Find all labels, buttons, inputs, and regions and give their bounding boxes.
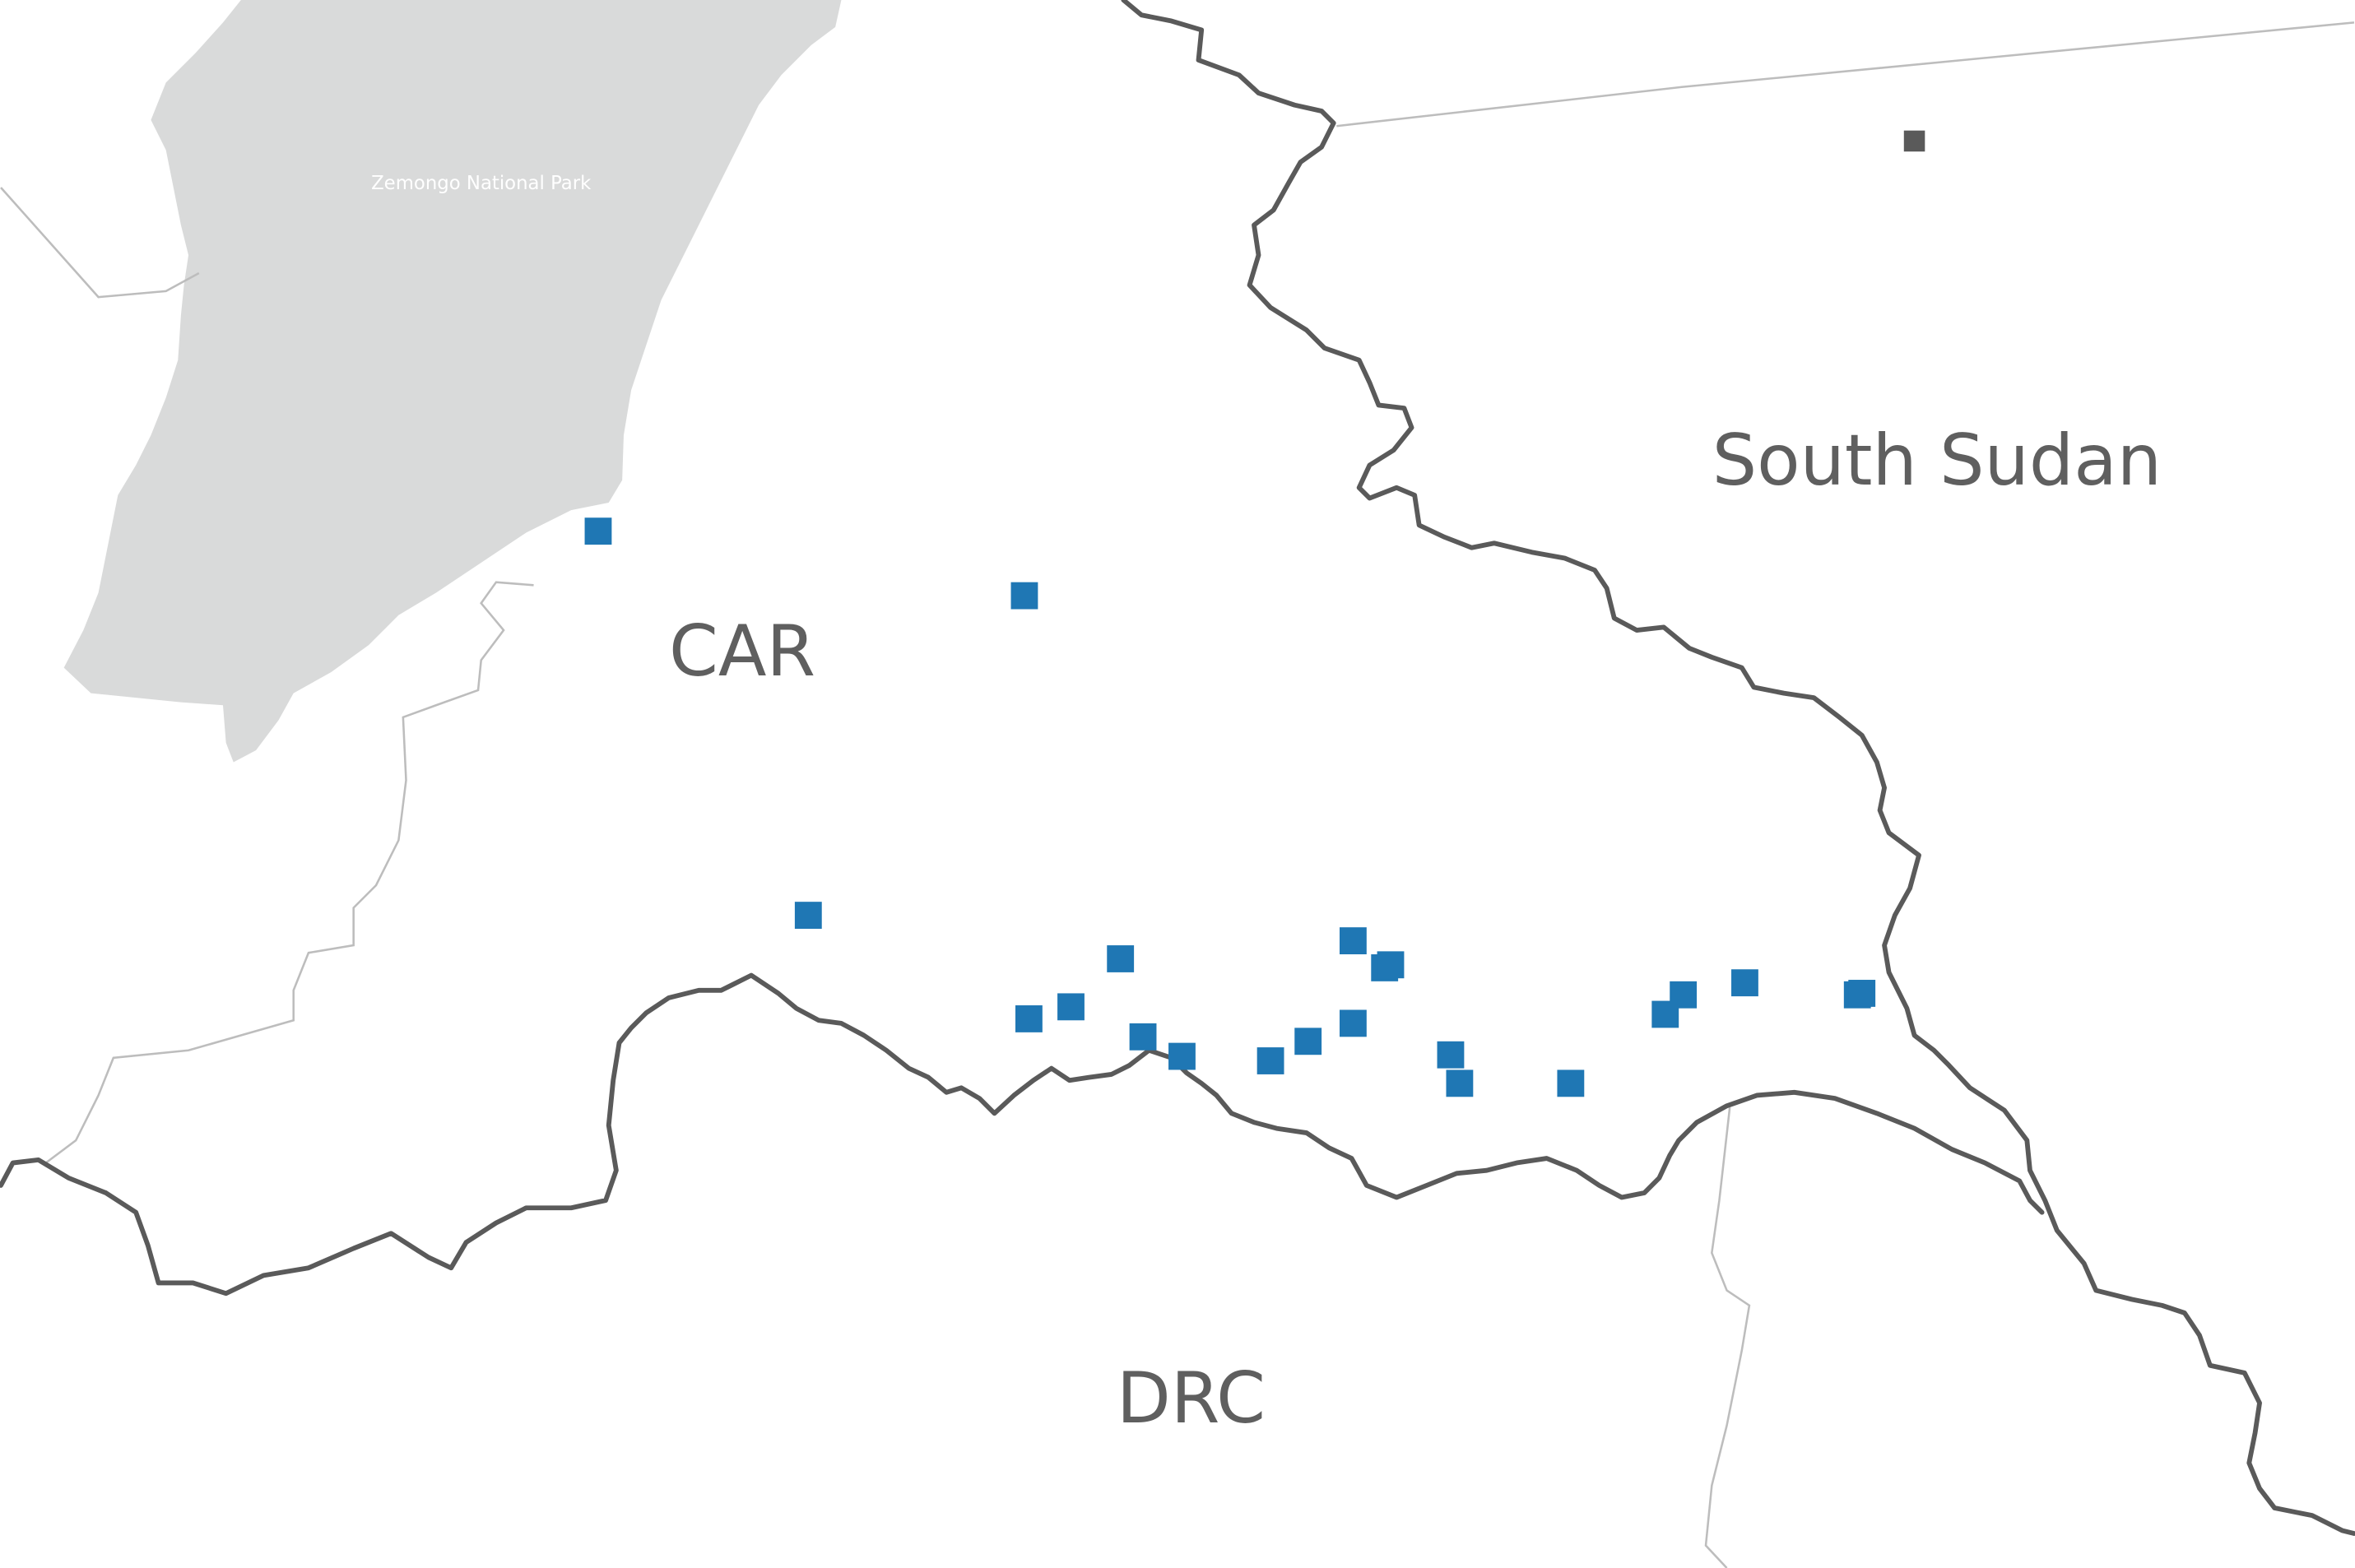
location-marker[interactable] bbox=[1670, 981, 1698, 1009]
location-marker[interactable] bbox=[1129, 1023, 1157, 1051]
location-marker[interactable] bbox=[584, 517, 612, 545]
location-marker[interactable] bbox=[1010, 582, 1038, 610]
location-marker[interactable] bbox=[1377, 951, 1405, 979]
label-park: Zemongo National Park bbox=[371, 173, 592, 194]
admin-border-south-sudan-north bbox=[1336, 21, 2355, 128]
location-marker[interactable] bbox=[1256, 1047, 1284, 1074]
location-marker[interactable] bbox=[1107, 945, 1135, 972]
location-marker[interactable] bbox=[794, 902, 822, 930]
river-car-south-sudan-border bbox=[1121, 0, 2355, 1536]
label-south-sudan: South Sudan bbox=[1712, 420, 2162, 502]
admin-border-west-car bbox=[44, 581, 534, 1164]
location-marker[interactable] bbox=[1339, 1009, 1367, 1037]
location-marker[interactable] bbox=[1437, 1041, 1465, 1069]
location-marker[interactable] bbox=[1446, 1069, 1474, 1097]
zemongo-park-area bbox=[63, 0, 842, 763]
location-marker[interactable] bbox=[1057, 993, 1085, 1021]
location-marker[interactable] bbox=[1339, 927, 1367, 955]
label-car: CAR bbox=[669, 610, 815, 693]
location-marker[interactable] bbox=[1731, 969, 1758, 997]
admin-border-drc-south bbox=[1704, 1106, 1751, 1568]
location-marker-other[interactable] bbox=[1903, 130, 1925, 152]
label-drc: DRC bbox=[1117, 1357, 1266, 1440]
river-car-drc-border bbox=[0, 972, 2045, 1297]
location-marker[interactable] bbox=[1848, 980, 1876, 1007]
admin-border-northwest bbox=[0, 187, 200, 299]
location-marker[interactable] bbox=[1294, 1028, 1322, 1055]
location-marker[interactable] bbox=[1168, 1042, 1196, 1070]
location-marker[interactable] bbox=[1557, 1069, 1585, 1097]
location-marker[interactable] bbox=[1015, 1005, 1043, 1032]
